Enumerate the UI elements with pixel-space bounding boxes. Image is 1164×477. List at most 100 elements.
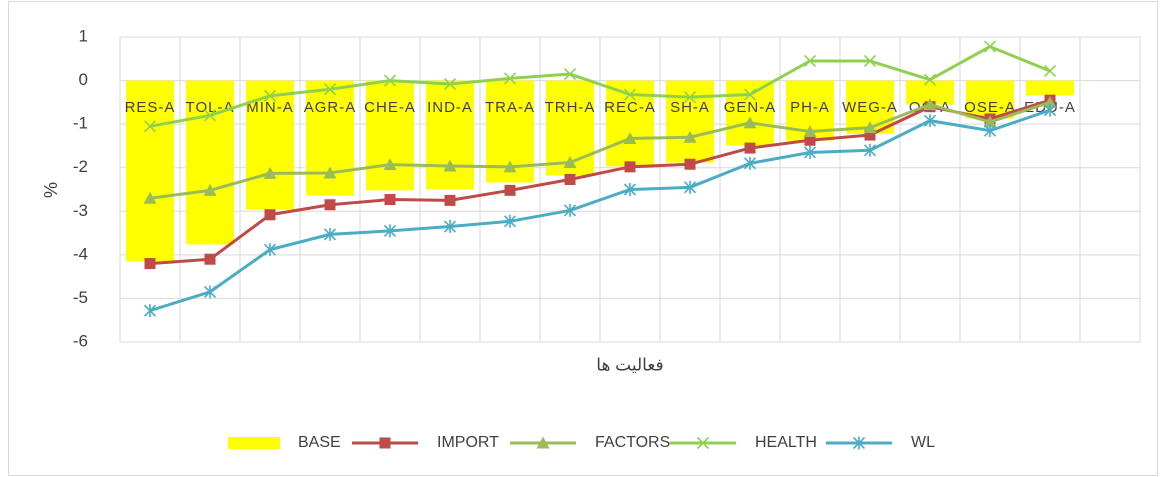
y-tick-label: -1 — [73, 114, 88, 133]
y-tick-label: 1 — [79, 26, 88, 45]
marker-stroke — [143, 304, 157, 318]
marker-stroke — [863, 54, 877, 68]
marker — [923, 114, 937, 128]
marker — [203, 285, 217, 299]
marker — [143, 191, 157, 204]
marker-stroke — [443, 220, 457, 234]
marker — [744, 142, 756, 154]
marker-stroke — [503, 214, 517, 228]
marker-stroke — [263, 89, 277, 102]
chart-frame — [8, 1, 1158, 476]
marker — [563, 203, 577, 217]
marker-stroke — [1043, 64, 1057, 78]
marker-stroke — [696, 436, 710, 450]
marker-stroke — [143, 120, 157, 133]
marker — [803, 54, 817, 68]
marker — [1043, 64, 1057, 78]
marker — [1043, 103, 1057, 117]
marker — [683, 91, 697, 104]
marker — [743, 156, 757, 170]
series-line — [149, 45, 1051, 128]
marker-stroke — [743, 88, 757, 101]
marker — [324, 199, 336, 211]
x-tick-label: AGR-A — [304, 99, 357, 116]
y-tick-label: -5 — [73, 288, 88, 307]
marker — [864, 129, 876, 141]
marker — [623, 88, 637, 101]
marker-stroke — [203, 109, 217, 122]
marker — [623, 183, 637, 196]
x-tick-label: TRH-A — [545, 99, 596, 116]
marker-stroke — [263, 243, 277, 257]
marker — [983, 124, 997, 138]
bar — [906, 80, 954, 105]
x-tick-label: RES-A — [125, 99, 176, 116]
y-tick-label: 0 — [79, 70, 88, 89]
x-tick-label: REC-A — [604, 99, 656, 116]
marker — [983, 115, 997, 128]
series-line — [149, 108, 1051, 313]
marker — [923, 73, 937, 86]
marker — [383, 158, 397, 171]
bar — [186, 80, 234, 245]
marker — [564, 173, 576, 185]
x-tick-label: WEG-A — [842, 99, 898, 116]
marker — [923, 98, 937, 111]
legend-marker — [379, 437, 391, 449]
marker-stroke — [623, 88, 637, 101]
legend-swatch — [228, 437, 280, 449]
marker — [863, 54, 877, 68]
marker-stroke — [803, 145, 817, 159]
marker — [503, 214, 517, 228]
bar — [426, 80, 474, 190]
y-tick-label: -4 — [73, 244, 88, 263]
marker-stroke — [983, 124, 997, 138]
marker — [443, 77, 457, 91]
bar — [126, 80, 174, 262]
marker — [143, 120, 157, 133]
marker — [563, 155, 577, 168]
marker — [204, 253, 216, 265]
marker-stroke — [203, 285, 217, 299]
marker — [383, 74, 397, 87]
marker — [863, 121, 877, 134]
bar — [966, 80, 1014, 119]
bar — [666, 80, 714, 163]
legend-label: WL — [911, 434, 935, 451]
legend-label: BASE — [298, 434, 341, 451]
marker-stroke — [383, 74, 397, 87]
x-axis-title: فعاليت ها — [596, 355, 663, 374]
marker — [323, 227, 337, 241]
marker-stroke — [443, 77, 457, 91]
marker — [384, 194, 396, 206]
marker — [379, 437, 391, 449]
marker — [852, 436, 866, 450]
marker — [264, 209, 276, 221]
marker — [803, 145, 817, 159]
marker — [983, 40, 997, 53]
marker — [684, 158, 696, 170]
marker — [503, 160, 517, 173]
marker — [323, 83, 337, 96]
marker — [804, 134, 816, 146]
marker-stroke — [563, 67, 577, 81]
marker — [144, 258, 156, 270]
marker-stroke — [323, 227, 337, 241]
marker — [624, 161, 636, 173]
x-tick-label: OSE-A — [964, 99, 1016, 116]
x-tick-label: MIN-A — [246, 99, 294, 116]
marker-stroke — [503, 72, 517, 85]
x-tick-label: TRA-A — [485, 99, 535, 116]
marker — [803, 125, 817, 138]
legend-marker — [536, 436, 550, 449]
marker-stroke — [743, 156, 757, 170]
marker — [203, 183, 217, 196]
marker — [263, 243, 277, 257]
marker — [683, 130, 697, 143]
marker — [623, 132, 637, 145]
series-line — [149, 98, 1051, 266]
marker-stroke — [923, 114, 937, 128]
x-tick-label: TOL-A — [186, 99, 235, 116]
marker — [143, 304, 157, 318]
marker — [263, 166, 277, 179]
